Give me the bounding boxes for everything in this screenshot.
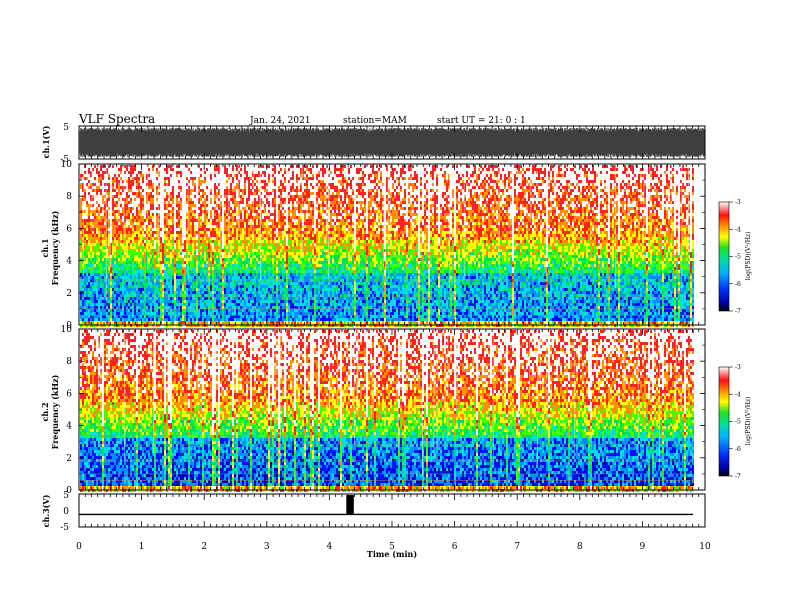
time-tick-label: 2 [201, 542, 207, 552]
time-tick-label: 8 [577, 542, 583, 552]
ch3-pulse [346, 495, 354, 514]
colorbar-tick-label: -6 [735, 446, 741, 453]
ch2-colorbar-label: log(PSD)(V²/Hz) [745, 397, 752, 446]
time-tick-label: 4 [327, 542, 333, 552]
frequency-tick-label: 10 [61, 160, 73, 170]
time-tick-label: 6 [452, 542, 458, 552]
time-tick-label: 1 [139, 542, 145, 552]
ch2-spectrogram-heatmap [80, 330, 694, 492]
ch1-waveform-ylabel: ch.1(V) [41, 125, 51, 158]
colorbar-tick-label: -7 [735, 308, 741, 315]
ch2-colorbar: -3 -4 -5 -6 -7 log(PSD)(V²/Hz) [719, 364, 752, 480]
frequency-tick-label: 8 [66, 192, 72, 202]
frequency-tick-label: 2 [66, 454, 72, 464]
colorbar-tick-label: -5 [735, 254, 741, 261]
ch1-colorbar: -3 -4 -5 -6 -7 log(PSD)(V²/Hz) [719, 199, 752, 315]
frequency-tick-label: 10 [61, 325, 73, 335]
frequency-tick-label: 4 [66, 257, 72, 267]
colorbar-tick-label: -4 [735, 391, 741, 398]
ch1-ytick-5: 5 [63, 123, 69, 133]
ch1-waveform-trace [80, 128, 705, 157]
frequency-tick-label: 6 [66, 389, 72, 399]
ch3-waveform-ylabel: ch.3(V) [41, 494, 51, 527]
frequency-tick-label: 4 [66, 422, 72, 432]
ch1-spectrogram-ylabel-frequency: Frequency (kHz) [50, 210, 60, 285]
figure-title: VLF Spectra [78, 112, 155, 126]
time-tick-label: 10 [699, 542, 711, 552]
ch2-spectrogram-ylabel-channel: ch.2 [40, 402, 50, 421]
ch3-waveform-panel: 5 0 -5 ch.3(V) 0 1 2 3 4 5 6 7 8 9 10 Time (min) [41, 491, 711, 559]
colorbar-tick-label: -3 [735, 364, 741, 371]
frequency-tick-label: 6 [66, 224, 72, 234]
date-label: Jan. 24, 2021 [249, 116, 311, 126]
ch3-ytick-minus5: -5 [60, 523, 69, 533]
frequency-tick-label: 2 [66, 289, 72, 299]
ch3-ytick-0: 0 [63, 507, 69, 517]
ch3-waveform-xticks [79, 494, 705, 527]
colorbar-tick-label: -5 [735, 419, 741, 426]
colorbar-tick-label: -7 [735, 473, 741, 480]
colorbar-tick-label: -3 [735, 199, 741, 206]
frequency-tick-label: 8 [66, 357, 72, 367]
time-tick-label: 9 [640, 542, 646, 552]
station-label: station=MAM [343, 116, 407, 126]
time-tick-label: 7 [514, 542, 520, 552]
start-time-label: start UT = 21: 0 : 1 [437, 116, 526, 126]
colorbar-tick-label: -4 [735, 226, 741, 233]
colorbar-tick-label: -6 [735, 281, 741, 288]
ch2-spectrogram-ylabel-frequency: Frequency (kHz) [50, 374, 60, 449]
ch1-colorbar-ticks: -3 -4 -5 -6 -7 [729, 199, 741, 315]
time-axis-label: Time (min) [367, 549, 417, 559]
ch2-colorbar-ticks: -3 -4 -5 -6 -7 [729, 364, 741, 480]
ch1-spectrogram-heatmap [80, 165, 694, 327]
time-tick-label: 3 [264, 542, 270, 552]
ch1-spectrogram-ylabel-channel: ch.1 [40, 238, 50, 257]
time-tick-label: 0 [76, 542, 82, 552]
ch1-colorbar-label: log(PSD)(V²/Hz) [745, 232, 752, 281]
ch3-waveform-trace [79, 495, 693, 514]
ch1-waveform-panel: 5 -5 ch.1(V) [41, 123, 705, 165]
ch1-signal-line [80, 128, 705, 157]
ch1-colorbar-gradient [719, 202, 729, 311]
ch2-colorbar-gradient [719, 367, 729, 476]
ch3-ytick-5: 5 [63, 491, 69, 501]
